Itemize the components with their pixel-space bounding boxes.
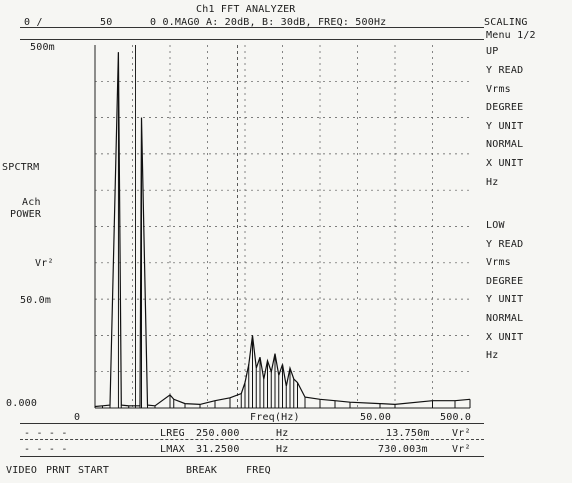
readout-value2: 13.750m xyxy=(386,428,430,439)
header-field-3: 0 0.MAG0 A: 20dB, B: 30dB, FREQ: 500Hz xyxy=(150,17,387,28)
menu-item-0[interactable]: UP xyxy=(486,46,499,58)
softkey-freq[interactable]: FREQ xyxy=(246,465,271,476)
header-rule-top xyxy=(20,27,484,28)
readout-value: 31.2500 xyxy=(196,444,240,455)
menu-item-6[interactable]: X UNIT xyxy=(486,157,524,169)
softkey-start[interactable]: START xyxy=(78,465,110,476)
menu-page-indicator[interactable]: Menu 1/2 xyxy=(486,30,536,41)
x-axis-label: Freq(Hz) xyxy=(250,412,300,423)
readout-divider xyxy=(20,439,484,440)
readout-value2: 730.003m xyxy=(378,444,428,455)
readout-name: LMAX xyxy=(160,444,185,455)
menu-item-13[interactable]: NORMAL xyxy=(486,312,524,324)
softkey-break[interactable]: BREAK xyxy=(186,465,218,476)
y-unit-label: Vr² xyxy=(35,258,54,269)
menu-item-14[interactable]: X UNIT xyxy=(486,331,524,343)
readout-left: - - - - xyxy=(24,428,68,439)
x-axis-rule xyxy=(20,423,484,424)
y-label-spctrm: SPCTRM xyxy=(2,162,40,173)
menu-item-15[interactable]: Hz xyxy=(486,350,499,362)
menu-item-10[interactable]: Vrms xyxy=(486,257,511,269)
y-label-ach: Ach xyxy=(22,197,41,208)
menu-item-7[interactable]: Hz xyxy=(486,176,499,188)
readout-rule-bottom xyxy=(20,456,484,457)
x-start-label: 0 xyxy=(74,412,81,423)
header-field-2: 50 xyxy=(100,17,119,28)
readout-unit2: Vr² xyxy=(452,444,471,455)
readout-left: - - - - xyxy=(24,444,68,455)
menu-item-5[interactable]: NORMAL xyxy=(486,139,524,151)
readout-unit: Hz xyxy=(276,428,289,439)
header-field-1: 0 / xyxy=(24,17,49,28)
y-top-label: 500m xyxy=(30,42,55,53)
menu-item-12[interactable]: Y UNIT xyxy=(486,294,524,306)
menu-item-3[interactable]: DEGREE xyxy=(486,102,524,114)
analyzer-title: Ch1 FFT ANALYZER xyxy=(196,4,296,15)
x-end-label: 500.0 xyxy=(440,412,472,423)
menu-item-11[interactable]: DEGREE xyxy=(486,275,524,287)
menu-item-8[interactable]: LOW xyxy=(486,219,505,231)
readout-unit: Hz xyxy=(276,444,289,455)
header-rule xyxy=(20,39,484,40)
readout-name: LREG xyxy=(160,428,185,439)
readout-value: 250.000 xyxy=(196,428,240,439)
softkey-video[interactable]: VIDEO xyxy=(6,465,38,476)
scaling-label: SCALING xyxy=(484,17,528,28)
menu-item-1[interactable]: Y READ xyxy=(486,64,524,76)
menu-item-9[interactable]: Y READ xyxy=(486,238,524,250)
readout-unit2: Vr² xyxy=(452,428,471,439)
x-marker-value: 50.00 xyxy=(360,412,392,423)
menu-item-2[interactable]: Vrms xyxy=(486,83,511,95)
menu-item-4[interactable]: Y UNIT xyxy=(486,120,524,132)
y-mid-label: 50.0m xyxy=(20,295,52,306)
y-bottom-label: 0.000 xyxy=(6,398,38,409)
y-label-power: POWER xyxy=(10,209,42,220)
softkey-print[interactable]: PRNT xyxy=(46,465,71,476)
